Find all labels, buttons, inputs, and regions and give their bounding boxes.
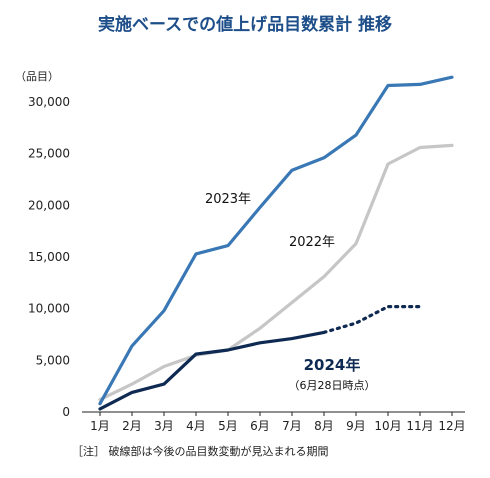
x-tick-label: 8月 [314,419,334,433]
x-tick-label: 5月 [218,419,238,433]
series-label-2022: 2022年 [289,235,335,250]
x-tick-label: 1月 [90,419,110,433]
x-tick-label: 3月 [154,419,174,433]
series-label-2023: 2023年 [205,192,251,207]
series-lines [98,75,454,411]
series-sublabel-2024: （6月28日時点） [289,379,376,392]
y-tick-label: 25,000 [28,147,70,161]
y-axis-ticks: 0 5,000 10,000 15,000 20,000 25,000 30,000 [28,95,70,419]
x-tick-label: 12月 [438,419,465,433]
series-projection-2024年 [322,305,422,334]
y-tick-label: 20,000 [28,198,70,212]
x-axis-ticks: 1月 2月 3月 4月 5月 6月 7月 8月 9月 10月 11月 12月 [90,412,466,433]
y-axis-unit-label: （品目） [15,70,59,83]
y-tick-label: 30,000 [28,95,70,109]
y-tick-label: 0 [62,405,70,419]
y-tick-label: 15,000 [28,250,70,264]
chart-title: 実施ベースでの値上げ品目数累計 推移 [98,14,392,35]
series-line-2024年 [98,330,326,411]
x-tick-label: 11月 [406,419,433,433]
x-tick-label: 6月 [250,419,270,433]
x-tick-label: 2月 [122,419,142,433]
x-tick-label: 4月 [186,419,206,433]
footnote: ［注］ 破線部は今後の品目数変動が見込まれる期間 [72,444,329,458]
y-tick-label: 5,000 [36,353,70,367]
x-tick-label: 7月 [282,419,302,433]
series-label-2024: 2024年 [304,356,361,374]
series-line-2022年 [98,143,454,402]
x-tick-label: 10月 [374,419,401,433]
x-tick-label: 9月 [346,419,366,433]
series-line-2023年 [98,75,454,406]
y-tick-label: 10,000 [28,302,70,316]
